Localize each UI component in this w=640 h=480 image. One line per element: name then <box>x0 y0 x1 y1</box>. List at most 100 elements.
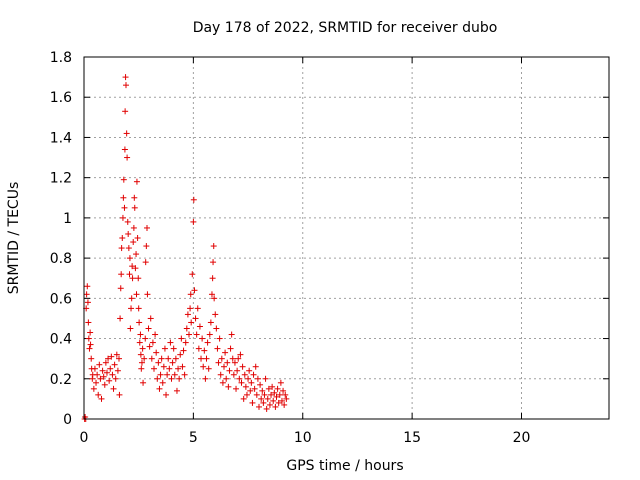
data-point <box>123 82 129 89</box>
y-tick-label: 0.2 <box>50 372 72 388</box>
data-point <box>129 275 136 282</box>
data-point <box>131 194 138 201</box>
data-point <box>225 383 232 390</box>
data-point <box>120 194 127 201</box>
x-tick-label: 20 <box>513 430 531 446</box>
data-point <box>269 383 276 390</box>
data-point <box>228 331 235 338</box>
data-point <box>107 365 114 372</box>
data-point <box>176 375 183 382</box>
x-tick-label: 5 <box>189 430 198 446</box>
data-point <box>184 311 191 318</box>
data-point <box>136 339 143 346</box>
data-point <box>97 375 104 382</box>
data-point <box>277 379 284 386</box>
data-point <box>188 319 195 326</box>
data-point <box>175 365 182 372</box>
data-point <box>227 345 234 352</box>
data-point <box>224 359 231 366</box>
data-point <box>219 379 226 386</box>
y-axis-label: SRMTID / TECUs <box>6 182 22 295</box>
data-point <box>237 351 244 358</box>
data-point <box>172 355 179 362</box>
data-point <box>133 251 140 258</box>
data-point <box>102 359 109 366</box>
data-point <box>236 375 243 382</box>
data-point <box>116 355 122 362</box>
data-point <box>103 369 110 376</box>
data-point <box>177 351 184 358</box>
data-point <box>84 283 91 290</box>
data-point <box>119 235 126 241</box>
data-point <box>116 391 123 398</box>
data-point <box>234 367 241 374</box>
data-point <box>165 355 172 362</box>
data-point <box>148 355 155 362</box>
data-point <box>145 325 152 332</box>
data-point <box>240 395 247 402</box>
data-point <box>173 387 180 394</box>
y-tick-label: 1.6 <box>50 90 72 106</box>
data-point <box>217 371 224 378</box>
data-point <box>241 371 248 378</box>
data-point <box>243 391 250 398</box>
data-point <box>156 385 163 392</box>
data-point <box>226 367 233 374</box>
data-point <box>195 345 202 352</box>
x-tick-label: 15 <box>403 430 421 446</box>
data-point <box>119 214 126 221</box>
data-point <box>122 74 129 81</box>
data-point <box>151 365 157 372</box>
data-point <box>249 399 256 406</box>
data-point <box>131 204 138 211</box>
data-point <box>134 235 141 241</box>
data-point <box>211 295 218 302</box>
data-point <box>85 335 92 342</box>
data-point <box>168 375 175 382</box>
y-tick-label: 1.8 <box>50 50 72 66</box>
data-point <box>261 391 268 398</box>
data-point <box>265 385 272 392</box>
data-point <box>266 401 273 408</box>
data-point <box>117 285 124 292</box>
data-point <box>192 315 199 322</box>
data-point <box>135 305 142 312</box>
data-point <box>105 355 112 362</box>
axis-ticks: 0 0.2 0.4 0.6 0.8 1 1.2 1.4 1.6 1.8 0 5 10 15 20 <box>50 50 609 446</box>
data-point <box>187 305 194 312</box>
data-point <box>274 385 281 392</box>
x-tick-label: 10 <box>294 430 312 446</box>
data-point <box>223 375 230 382</box>
data-point <box>96 361 103 368</box>
data-point <box>210 243 217 250</box>
data-point <box>154 375 161 382</box>
data-point <box>181 371 188 378</box>
data-point <box>160 363 167 370</box>
data-point <box>246 367 253 374</box>
data-point <box>100 373 107 380</box>
data-point <box>108 353 115 360</box>
data-point <box>257 381 264 388</box>
data-point <box>201 347 208 354</box>
data-point <box>282 391 289 398</box>
data-point <box>259 387 266 394</box>
data-point <box>93 379 100 386</box>
data-point <box>169 359 176 366</box>
data-point <box>190 218 197 225</box>
data-point <box>207 319 214 326</box>
data-point <box>215 359 222 366</box>
data-point <box>125 245 132 252</box>
data-point <box>137 331 144 338</box>
data-point <box>189 271 196 278</box>
data-point <box>262 375 269 382</box>
y-tick-label: 1.4 <box>50 130 72 146</box>
data-point <box>200 363 207 370</box>
data-point <box>278 397 285 404</box>
data-point <box>280 387 287 394</box>
data-point <box>276 391 283 398</box>
data-point <box>117 315 124 322</box>
data-point <box>124 154 131 161</box>
data-point <box>124 218 131 225</box>
data-point <box>170 345 177 352</box>
data-point <box>212 311 219 318</box>
